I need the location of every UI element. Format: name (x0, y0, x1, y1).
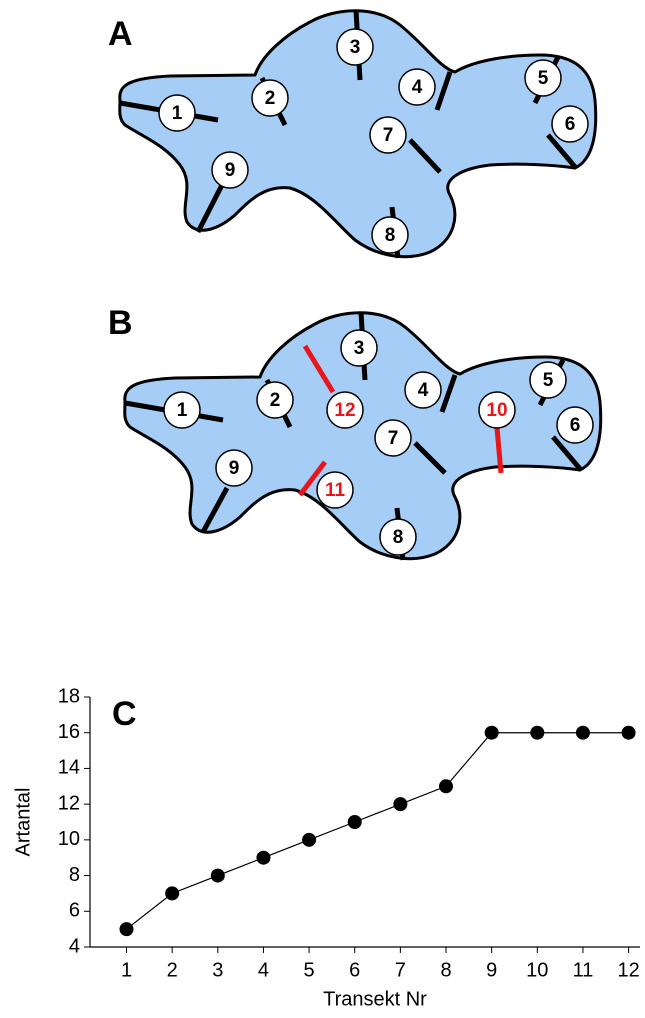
transect-label: 1 (172, 103, 183, 124)
x-tick-label: 10 (526, 959, 548, 981)
panel-label: B (108, 304, 133, 342)
series-line (127, 733, 629, 929)
transect-label: 5 (538, 68, 549, 89)
y-tick-label: 10 (58, 828, 80, 850)
transect-label: 8 (393, 527, 404, 548)
transect-label: 1 (177, 400, 188, 421)
transect-label: 5 (543, 370, 554, 391)
x-tick-label: 6 (349, 959, 360, 981)
figure: A123456789 B123456789101112 468101214161… (0, 0, 645, 1018)
transect-label: 4 (412, 77, 423, 98)
transect-label: 11 (325, 480, 346, 501)
transect-label: 6 (565, 114, 576, 135)
transect-label: 9 (229, 458, 240, 479)
transect-label: 8 (385, 225, 396, 246)
data-point (211, 869, 225, 883)
map-a: A 1 2 3 4 5 6 7 8 9 (108, 10, 596, 258)
x-tick-label: 1 (121, 959, 132, 981)
x-tick-label: 5 (304, 959, 315, 981)
data-point (302, 833, 316, 847)
transect-label: 3 (354, 338, 365, 359)
transect-label: 2 (270, 390, 281, 411)
y-tick-label: 16 (58, 721, 80, 743)
x-axis-title: Transekt Nr (323, 988, 427, 1010)
x-tick-label: 11 (573, 959, 594, 981)
transect-label: 7 (383, 125, 394, 146)
transect-label: 12 (334, 400, 355, 421)
x-tick-label: 7 (395, 959, 406, 981)
transect-label: 9 (225, 160, 236, 181)
data-point (439, 779, 453, 793)
transect-label: 4 (418, 380, 429, 401)
y-tick-label: 6 (69, 900, 80, 922)
x-tick-label: 4 (258, 959, 269, 981)
data-point (485, 726, 499, 740)
x-tick-label: 3 (212, 959, 223, 981)
x-tick-label: 8 (440, 959, 451, 981)
data-point (120, 922, 134, 936)
transect-label: 7 (388, 428, 399, 449)
data-point (348, 815, 362, 829)
data-point (530, 726, 544, 740)
data-point (622, 726, 636, 740)
data-point (256, 851, 270, 865)
y-tick-label: 18 (58, 685, 80, 707)
x-tick-label: 9 (486, 959, 497, 981)
transect-label: 3 (350, 37, 361, 58)
y-axis-title: Artantal (12, 788, 34, 857)
transect-label: 10 (486, 400, 507, 421)
x-tick-label: 2 (167, 959, 178, 981)
transect-label: 2 (265, 88, 276, 109)
panel-label: C (112, 695, 137, 733)
data-point (576, 726, 590, 740)
y-tick-label: 12 (58, 792, 80, 814)
y-tick-label: 4 (69, 935, 80, 957)
x-tick-label: 12 (617, 959, 639, 981)
y-tick-label: 8 (69, 864, 80, 886)
y-tick-label: 14 (58, 757, 80, 779)
panel-label: A (108, 15, 133, 53)
data-point (165, 886, 179, 900)
transect-label: 6 (570, 415, 581, 436)
data-point (393, 797, 407, 811)
